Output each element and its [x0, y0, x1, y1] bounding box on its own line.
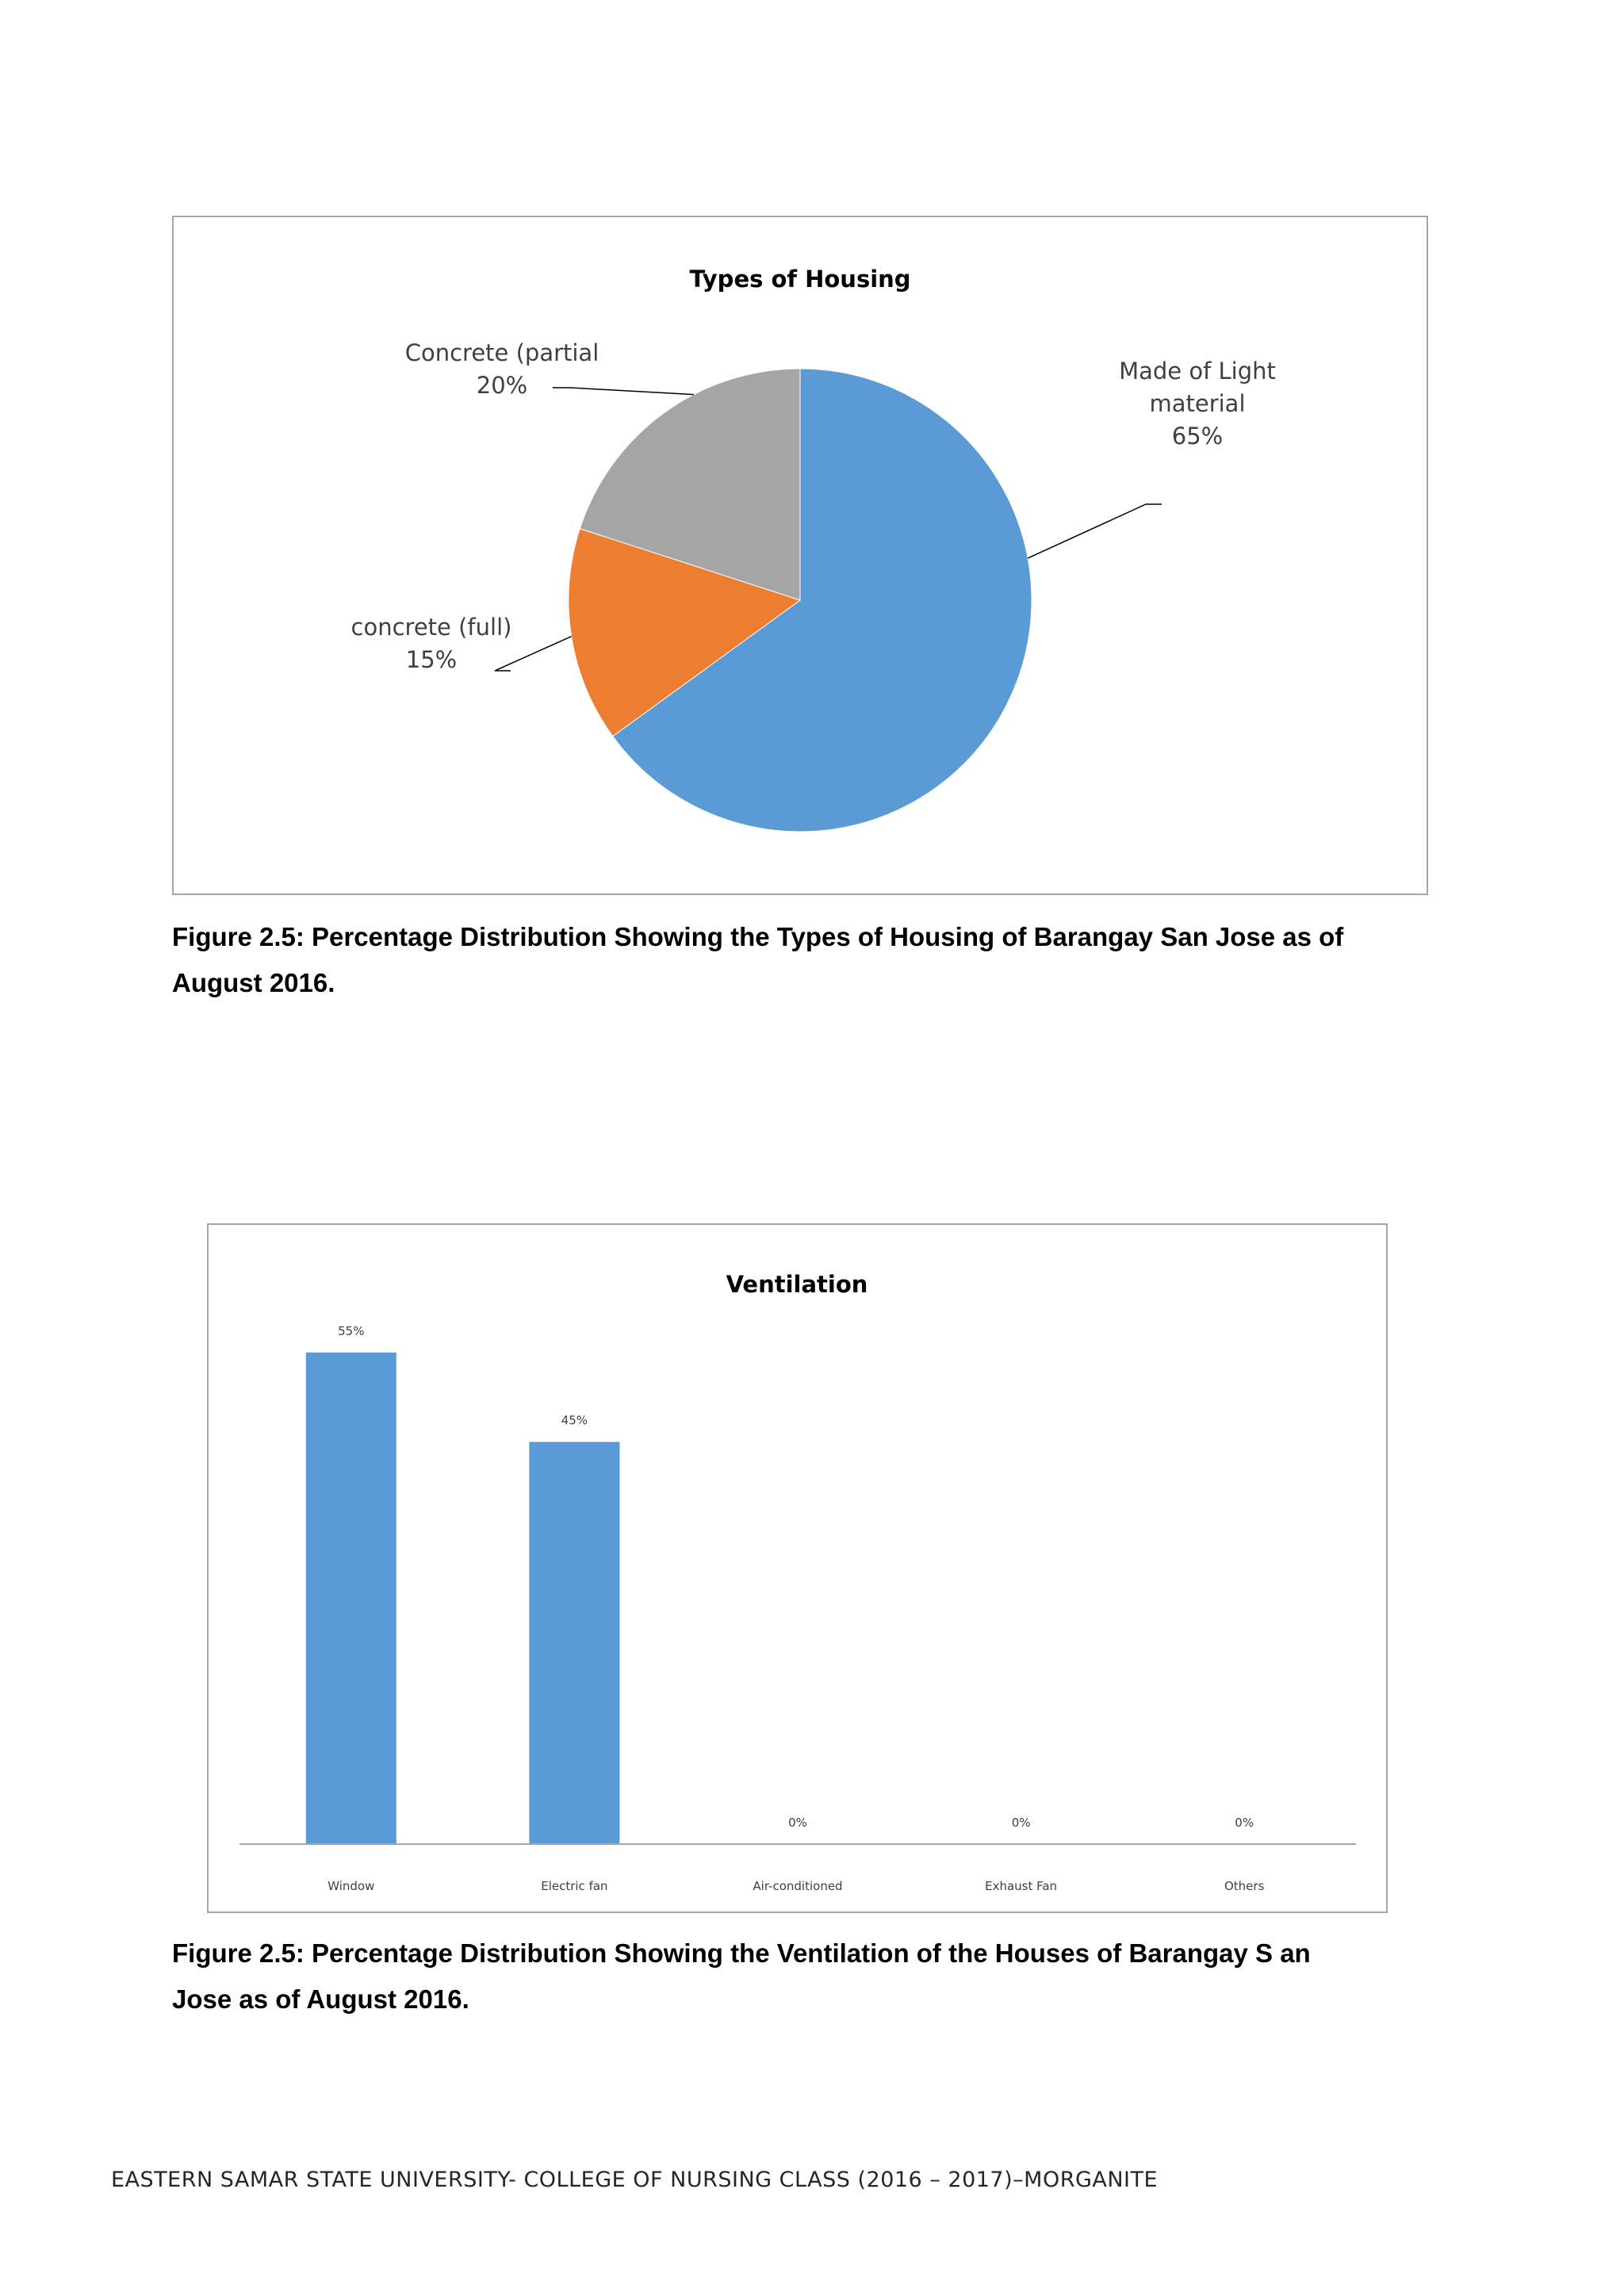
ventilation-chart-title: Ventilation [726, 1271, 868, 1298]
housing-chart-title: Types of Housing [689, 266, 910, 293]
bar-data-label: 0% [1235, 1816, 1254, 1830]
housing-caption-line-1: Figure 2.5: Percentage Distribution Show… [172, 922, 1344, 951]
label-concrete-partial: Concrete (partial 20% [405, 339, 599, 399]
housing-chart: Types of Housing Made of Light material 65… [172, 216, 1428, 895]
pie-label-line: Made of Light [1119, 358, 1276, 385]
pie-label-line: concrete (full) [351, 614, 512, 641]
ventilation-caption-line-1: Figure 2.5: Percentage Distribution Show… [172, 1938, 1311, 1968]
bar-data-label: 0% [1012, 1816, 1031, 1830]
page-footer: EASTERN SAMAR STATE UNIVERSITY- COLLEGE … [111, 2168, 1159, 2192]
label-light-material: Made of Light material 65% [1119, 358, 1276, 450]
pie-label-line: 20% [477, 372, 527, 399]
slice-concrete-partial [579, 368, 801, 601]
slice-concrete-full [568, 528, 802, 737]
housing-pie-svg: Types of Housing Made of Light material 65… [351, 266, 1276, 832]
leader-line [553, 387, 694, 396]
ventilation-chart: Ventilation 55% 45% 0% 0% 0% Window Electric … [207, 1223, 1388, 1913]
leader-line [494, 635, 572, 672]
leader-line [1027, 503, 1162, 559]
bar-data-label: 45% [561, 1414, 588, 1428]
pie-label-line: material [1149, 390, 1245, 417]
x-tick-label: Others [1224, 1879, 1265, 1893]
housing-figure-caption: Figure 2.5: Percentage Distribution Show… [172, 914, 1441, 1006]
ventilation-bar-svg: Ventilation 55% 45% 0% 0% 0% Window Electric … [239, 1271, 1356, 1893]
label-concrete-full: concrete (full) 15% [351, 614, 512, 673]
ventilation-caption-line-2: Jose as of August 2016. [172, 1984, 469, 2014]
bar-window [305, 1353, 396, 1844]
slice-light-material [612, 368, 1032, 832]
pie-label-line: 65% [1172, 423, 1223, 450]
x-tick-label: Electric fan [541, 1879, 607, 1893]
bar-data-label: 0% [788, 1816, 807, 1830]
pie-label-line: 15% [406, 646, 457, 673]
x-tick-label: Air-conditioned [753, 1879, 842, 1893]
x-tick-label: Exhaust Fan [985, 1879, 1057, 1893]
x-tick-label: Window [327, 1879, 374, 1893]
pie-label-line: Concrete (partial [405, 339, 599, 366]
ventilation-figure-caption: Figure 2.5: Percentage Distribution Show… [172, 1931, 1441, 2022]
bar-data-label: 55% [338, 1324, 364, 1338]
bar-electric-fan [529, 1441, 620, 1844]
housing-caption-line-2: August 2016. [172, 968, 335, 997]
